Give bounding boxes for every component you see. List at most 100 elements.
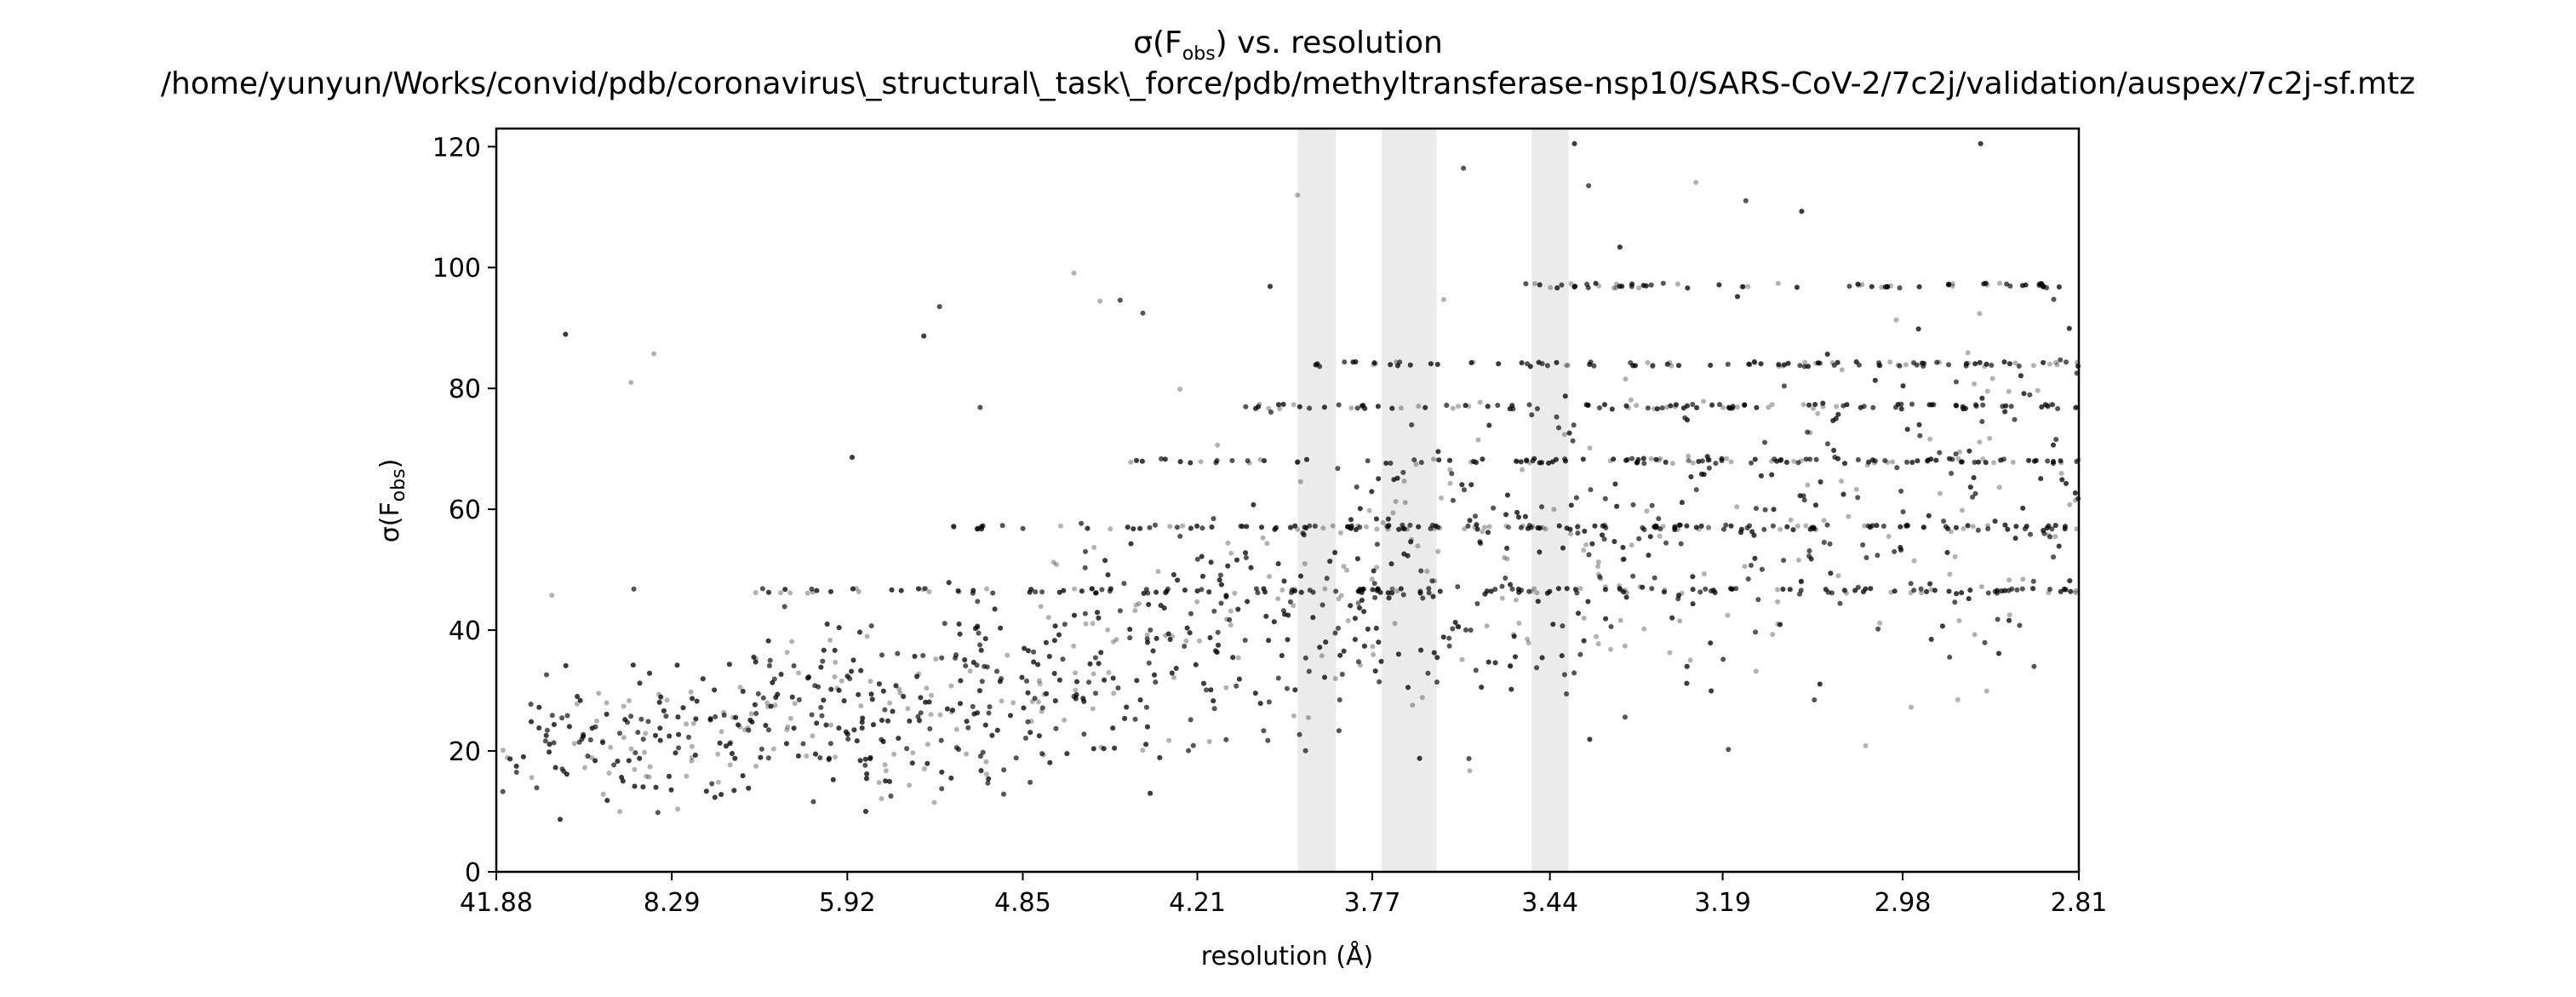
data-point (1424, 569, 1430, 574)
data-point (2019, 586, 2025, 592)
data-point (1973, 404, 1979, 409)
data-point (939, 786, 945, 792)
data-point (689, 758, 695, 764)
data-point (1709, 402, 1715, 408)
data-point (1657, 533, 1663, 539)
data-point (1474, 601, 1480, 606)
data-point (1687, 657, 1693, 663)
data-point (1275, 561, 1281, 567)
data-point (730, 714, 736, 720)
data-point (982, 636, 988, 642)
data-point (1125, 524, 1131, 530)
data-point (1933, 457, 1939, 463)
data-point (1211, 516, 1216, 522)
data-point (724, 743, 729, 749)
data-point (1909, 460, 1915, 465)
data-point (1056, 632, 1062, 638)
data-point (1556, 425, 1561, 431)
data-point (1535, 525, 1541, 530)
data-point (726, 662, 732, 668)
data-point (1956, 618, 1962, 623)
data-point (1966, 448, 1972, 454)
data-point (924, 742, 930, 748)
data-point (1588, 487, 1594, 493)
data-point (864, 776, 869, 782)
data-point (1238, 524, 1244, 529)
data-point (667, 773, 672, 779)
data-point (1510, 406, 1516, 412)
data-point (2033, 457, 2039, 463)
data-point (1983, 460, 1989, 466)
data-point (1303, 525, 1309, 530)
data-point (1572, 587, 1578, 593)
data-point (1243, 404, 1249, 410)
data-point (1645, 405, 1651, 411)
data-point (1093, 690, 1098, 696)
chart-title: σ(Fobs) vs. resolution (1133, 26, 1443, 65)
data-point (1150, 648, 1156, 654)
data-point (1314, 361, 1320, 367)
data-point (1039, 705, 1045, 711)
data-point (1437, 588, 1443, 594)
data-point (1446, 635, 1452, 641)
data-point (827, 741, 833, 747)
data-point (1636, 285, 1642, 291)
data-point (1454, 623, 1460, 629)
data-point (1612, 481, 1618, 487)
data-point (1633, 363, 1638, 369)
data-point (1870, 404, 1876, 410)
data-point (707, 716, 713, 722)
data-point (1693, 487, 1699, 493)
data-point (1600, 523, 1606, 529)
data-point (2067, 578, 2073, 584)
data-point (558, 817, 563, 822)
data-point (2012, 360, 2018, 366)
data-point (1841, 587, 1847, 593)
data-point (1770, 523, 1776, 529)
data-point (1147, 524, 1153, 530)
data-point (1959, 590, 1965, 596)
data-point (2030, 578, 2036, 584)
data-point (1597, 405, 1602, 410)
data-point (1564, 525, 1570, 531)
data-point (832, 647, 838, 653)
data-point (1167, 637, 1173, 642)
data-point (986, 710, 992, 716)
data-point (1211, 706, 1217, 712)
data-point (1539, 460, 1544, 466)
data-point (1268, 284, 1273, 289)
data-point (1745, 576, 1751, 582)
data-point (600, 740, 605, 745)
data-point (1835, 573, 1841, 579)
data-point (1895, 402, 1901, 407)
data-point (1355, 599, 1361, 605)
data-point (828, 588, 833, 594)
data-point (1916, 284, 1922, 289)
data-point (1407, 362, 1413, 368)
data-point (827, 755, 832, 761)
data-point (1099, 587, 1105, 593)
data-point (529, 719, 534, 725)
data-point (1275, 675, 1281, 681)
data-point (1860, 589, 1866, 594)
data-point (547, 749, 552, 755)
data-point (1153, 589, 1159, 595)
data-point (1492, 660, 1498, 666)
data-point (686, 734, 691, 740)
data-point (1664, 361, 1670, 367)
data-point (2042, 402, 2048, 408)
data-point (1402, 500, 1408, 506)
data-point (1058, 523, 1063, 529)
data-point (1304, 456, 1309, 462)
data-point (1263, 613, 1269, 619)
data-point (1330, 523, 1336, 529)
data-point (707, 716, 713, 722)
data-point (1025, 719, 1031, 725)
data-point (1995, 587, 2000, 593)
data-point (640, 784, 646, 790)
data-point (921, 333, 927, 339)
data-point (1183, 638, 1189, 644)
data-point (1685, 417, 1690, 423)
data-point (1939, 623, 1945, 629)
data-point (1128, 459, 1134, 465)
